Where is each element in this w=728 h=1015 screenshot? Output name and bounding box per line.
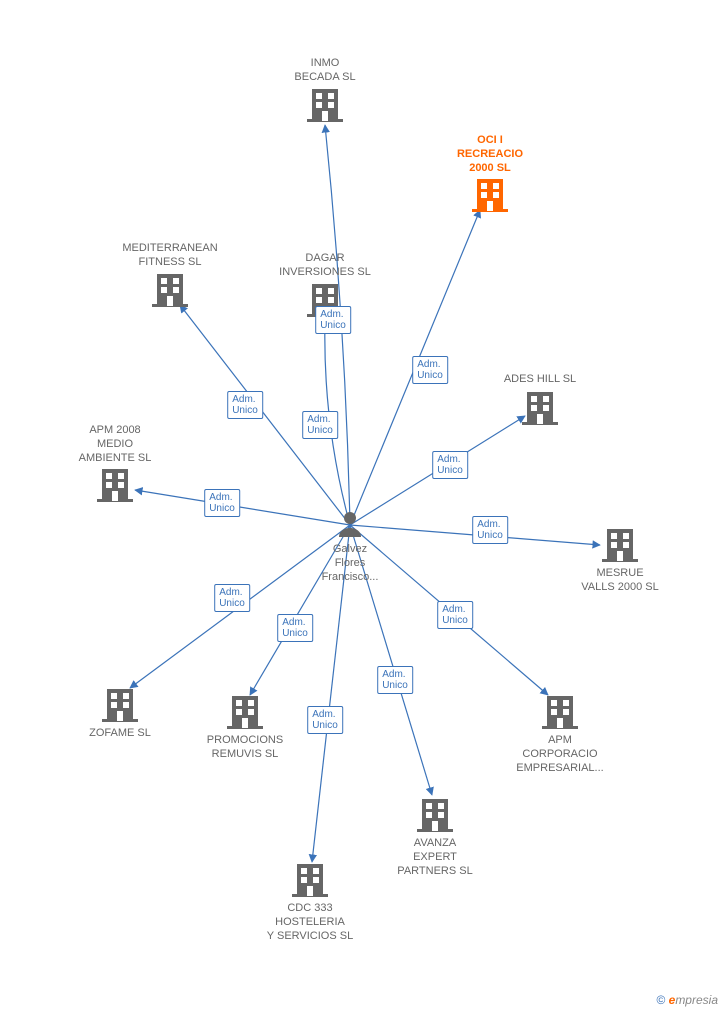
node-label-apm2008: APM 2008 MEDIO AMBIENTE SL: [79, 424, 152, 465]
building-icon-cdc333: [292, 864, 328, 897]
edge-label-cdc333: Adm. Unico: [307, 706, 343, 734]
node-label-zofame: ZOFAME SL: [89, 727, 151, 741]
node-label-promrem: PROMOCIONS REMUVIS SL: [207, 734, 283, 762]
edge-apm2008: [135, 490, 350, 525]
node-label-cdc333: CDC 333 HOSTELERIA Y SERVICIOS SL: [267, 902, 353, 943]
edge-label-inmo: Adm. Unico: [315, 306, 351, 334]
node-label-medfit: MEDITERRANEAN FITNESS SL: [122, 242, 217, 270]
watermark: © empresia: [656, 993, 718, 1007]
building-icon-promrem: [227, 696, 263, 729]
edge-label-oci: Adm. Unico: [412, 356, 448, 384]
building-icon-medfit: [152, 274, 188, 307]
edge-label-medfit: Adm. Unico: [227, 391, 263, 419]
edge-label-zofame: Adm. Unico: [214, 584, 250, 612]
brand-rest: mpresia: [675, 993, 718, 1007]
building-icon-apm2008: [97, 469, 133, 502]
edge-label-apmcorp: Adm. Unico: [437, 601, 473, 629]
node-label-avanza: AVANZA EXPERT PARTNERS SL: [397, 837, 472, 878]
node-label-ades: ADES HILL SL: [504, 373, 576, 387]
building-icon-mesrue: [602, 529, 638, 562]
node-label-inmo: INMO BECADA SL: [294, 57, 355, 85]
building-icon-inmo: [307, 89, 343, 122]
edge-label-avanza: Adm. Unico: [377, 666, 413, 694]
building-icon-ades: [522, 392, 558, 425]
node-label-mesrue: MESRUE VALLS 2000 SL: [581, 567, 658, 595]
center-label: Galvez Flores Francisco...: [322, 543, 379, 584]
network-svg: [0, 0, 728, 1015]
building-icon-avanza: [417, 799, 453, 832]
node-label-oci: OCI I RECREACIO 2000 SL: [457, 134, 523, 175]
edge-label-ades: Adm. Unico: [432, 451, 468, 479]
building-icon-apmcorp: [542, 696, 578, 729]
edge-label-mesrue: Adm. Unico: [472, 516, 508, 544]
edge-label-promrem: Adm. Unico: [277, 614, 313, 642]
node-label-dagar: DAGAR INVERSIONES SL: [279, 252, 371, 280]
building-icon-zofame: [102, 689, 138, 722]
edge-label-dagar: Adm. Unico: [302, 411, 338, 439]
building-icon-oci: [472, 179, 508, 212]
node-label-apmcorp: APM CORPORACIO EMPRESARIAL...: [516, 734, 603, 775]
copyright-symbol: ©: [656, 993, 665, 1007]
edge-label-apm2008: Adm. Unico: [204, 489, 240, 517]
